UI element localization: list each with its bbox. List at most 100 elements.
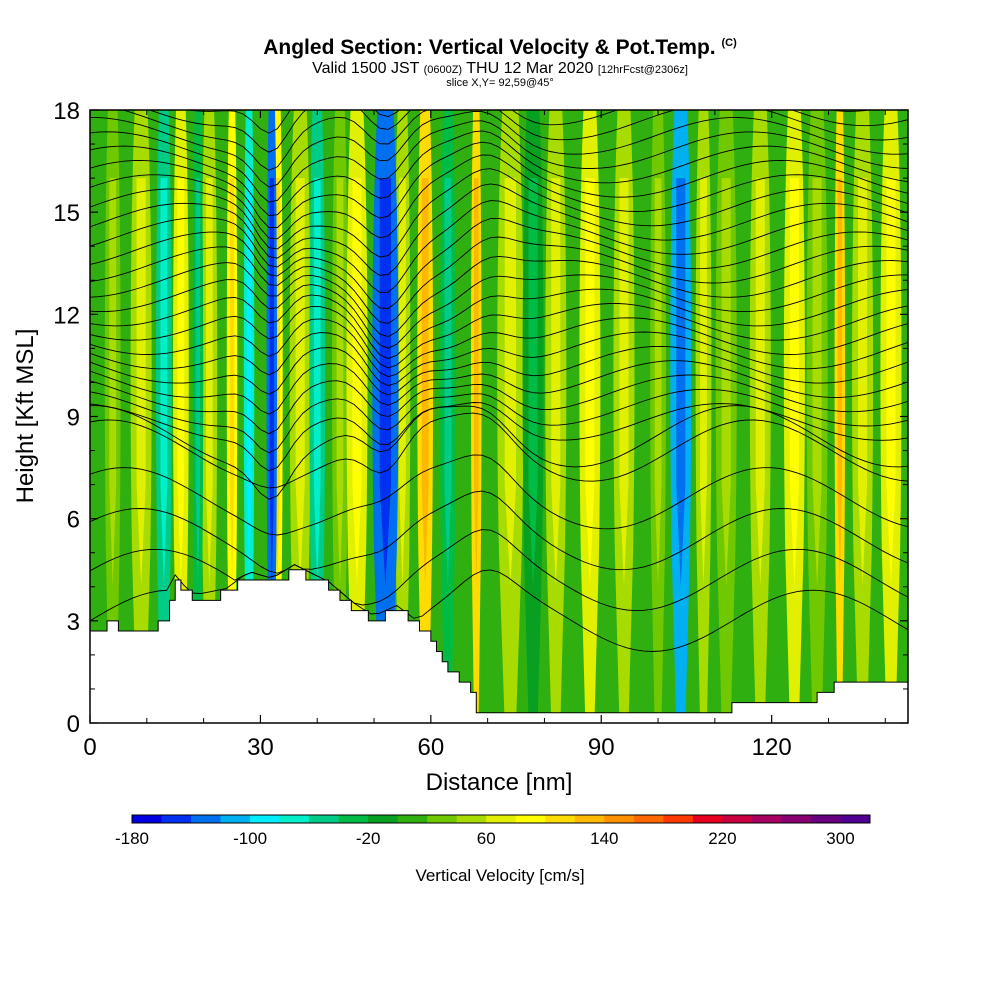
colorbar-swatch [132,815,163,823]
slice-label: slice X,Y= 92,59@45° [446,77,554,89]
velocity-core [246,178,252,587]
pot-temp-contour [148,110,908,153]
y-tick-label: 9 [67,405,80,432]
velocity-core [721,178,731,587]
colorbar-swatch [574,815,605,823]
colorbar-swatch [220,815,251,823]
velocity-core [195,178,201,587]
pot-temp-contour [90,360,908,415]
colorbar: -180 -100 -20 60 140 220 300 [115,814,871,848]
colorbar-swatch [751,815,782,823]
colorbar-frame [131,814,871,824]
x-axis-label: Distance [nm] [426,769,573,796]
pot-temp-contour [90,405,908,500]
velocity-core [812,178,822,587]
velocity-core [654,178,662,587]
y-tick-label: 15 [53,200,80,227]
pot-temp-contour [90,120,908,203]
x-tick-label: 30 [247,734,274,761]
velocity-core [789,178,799,587]
pot-temp-contour [90,200,908,293]
pot-temp-contour [90,529,908,612]
velocity-core [755,178,765,587]
y-tick-label: 6 [67,507,80,534]
colorbar-tick-label: -20 [356,829,381,848]
velocity-core [886,178,896,587]
colorbar-swatch [486,815,517,823]
colorbar-swatch [722,815,753,823]
pot-temp-contour [90,154,908,240]
pot-temp-contour [90,130,908,217]
velocity-core [379,178,392,587]
colorbar-swatch [545,815,576,823]
colorbar-swatch [368,815,399,823]
terrain [90,569,908,723]
velocity-core [837,178,843,587]
velocity-core [585,178,595,587]
velocity-core [700,178,707,587]
colorbar-swatch [279,815,310,823]
chart-subtitle: Valid 1500 JST (0600Z) THU 12 Mar 2020 [… [312,60,688,77]
colorbar-tick-label: 300 [826,829,854,848]
pot-temp-contour [90,288,908,359]
velocity-core [313,178,321,587]
pot-temp-contour [90,217,908,310]
pot-temp-contour [90,274,908,349]
velocity-core [421,178,429,587]
velocity-core [551,178,561,587]
velocity-core [269,178,275,587]
pot-temp-contour [90,331,908,387]
x-tick-label: 120 [752,734,792,761]
colorbar-swatch [456,815,487,823]
velocity-core [177,178,185,587]
plot-area [90,110,908,723]
velocity-core [109,178,117,587]
x-tick-label: 60 [417,734,444,761]
colorbar-tick-label: 60 [477,829,496,848]
velocity-core [528,178,538,587]
pot-temp-contour [90,255,908,338]
velocity-core [336,178,344,587]
colorbar-swatch [633,815,664,823]
x-tick-label: 0 [83,734,96,761]
colorbar-swatch [397,815,428,823]
pot-temp-contour [90,412,908,489]
y-tick-label: 0 [67,711,80,738]
colorbar-swatch [250,815,281,823]
colorbar-swatch [692,815,723,823]
velocity-core [229,178,235,587]
colorbar-tick-label: -100 [233,829,267,848]
y-tick-label: 3 [67,609,80,636]
pot-temp-contour [90,402,908,472]
velocity-core [504,178,517,587]
colorbar-swatch [309,815,340,823]
pot-temp-contour [90,345,908,396]
colorbar-swatch [781,815,812,823]
colorbar-swatch [161,815,192,823]
pot-temp-contour [90,168,908,258]
chart-title: Angled Section: Vertical Velocity & Pot.… [263,36,737,59]
colorbar-swatch [604,815,635,823]
pot-temp-contour [90,374,908,435]
pot-temp-contour [90,110,908,188]
pot-temp-contour [90,388,908,454]
velocity-core [295,178,305,587]
y-tick-label: 18 [53,98,80,125]
colorbar-swatch [338,815,369,823]
colorbar-tick-label: 140 [590,829,618,848]
colorbar-swatch [427,815,458,823]
colorbar-tick-label: 220 [708,829,736,848]
x-tick-label: 90 [588,734,615,761]
pot-temp-contour [90,317,908,378]
pot-temp-contours [90,110,908,652]
colorbar-label: Vertical Velocity [cm/s] [415,866,584,885]
y-axis-label: Height [Kft MSL] [12,329,39,504]
velocity-core [474,178,479,587]
colorbar-swatch [663,815,694,823]
pot-temp-contour [90,236,908,324]
velocity-core [444,178,452,587]
pot-temp-contour [90,141,908,228]
colorbar-swatch [191,815,222,823]
